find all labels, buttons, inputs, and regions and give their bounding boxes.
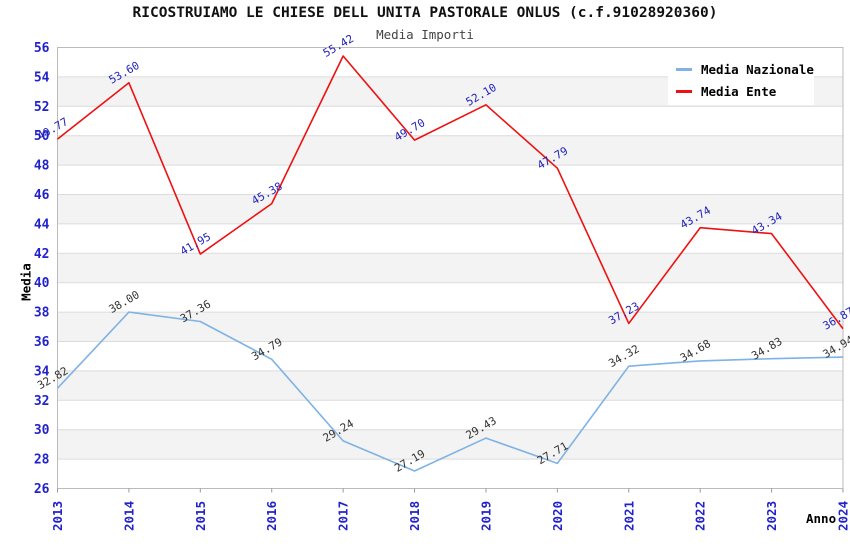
x-tick-label: 2019 [478,501,493,531]
series-line-media-nazionale [56,311,844,472]
x-tick-label: 2021 [621,501,636,531]
legend-label-ente: Media Ente [701,83,777,99]
y-tick-label: 50 [34,129,50,144]
y-tick-label: 56 [34,41,50,56]
x-axis-title: Anno [806,511,837,526]
x-tick-label: 2020 [550,501,565,531]
y-tick-label: 26 [34,482,50,497]
y-tick-label: 52 [34,100,50,115]
x-tick-label: 2016 [264,501,279,531]
y-tick-label: 46 [34,188,50,203]
plot-band [57,253,843,283]
x-tick-label: 2018 [407,501,422,531]
chart-title: RICOSTRUIAMO LE CHIESE DELL UNITA PASTOR… [132,5,718,21]
legend-item-media-nazionale: Media Nazionale [676,58,814,80]
x-tick-label: 2024 [836,501,850,531]
y-tick-label: 54 [34,70,50,85]
legend: Media Nazionale Media Ente [668,55,814,105]
plot-band [57,135,843,166]
x-tick-label: 2015 [193,501,208,531]
x-tick-label: 2023 [764,501,779,531]
y-tick-label: 28 [34,453,50,468]
point-label: 55.42 [321,32,356,60]
plot-band [57,370,843,401]
x-tick-label: 2013 [50,501,65,531]
y-tick-label: 40 [34,276,50,291]
y-tick-label: 42 [34,247,50,262]
x-tick-label: 2014 [121,501,136,531]
y-axis-title: Media [18,263,34,301]
legend-swatch-nazionale-icon [676,67,692,71]
legend-item-media-ente: Media Ente [676,80,814,102]
y-tick-label: 36 [34,335,50,350]
plot-band [57,194,843,224]
y-tick-label: 44 [34,217,50,232]
y-tick-label: 38 [34,306,50,321]
legend-swatch-ente-icon [676,89,692,93]
y-tick-label: 32 [34,394,50,409]
y-tick-label: 48 [34,159,50,174]
plot-border [57,47,844,489]
plot-band [57,312,843,342]
x-tick-label: 2017 [336,501,351,531]
legend-label-nazionale: Media Nazionale [701,61,814,77]
chart-subtitle: Media Importi [376,27,474,42]
x-tick-label: 2022 [693,501,708,531]
y-tick-label: 34 [34,364,50,379]
series-line-media-ente [57,55,844,330]
y-tick-label: 30 [34,423,50,438]
